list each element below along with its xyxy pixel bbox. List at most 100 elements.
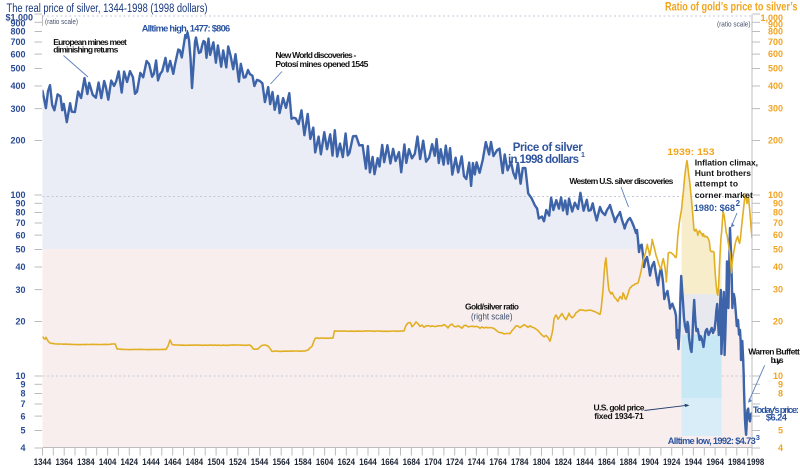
svg-text:6: 6: [20, 411, 25, 421]
svg-text:9: 9: [778, 379, 783, 389]
svg-text:30: 30: [15, 285, 25, 295]
svg-text:attempt to: attempt to: [695, 179, 738, 189]
svg-text:4: 4: [20, 443, 25, 453]
svg-text:800: 800: [10, 27, 25, 37]
svg-text:70: 70: [773, 218, 783, 228]
svg-text:200: 200: [10, 136, 25, 146]
svg-text:Inflation climax,: Inflation climax,: [695, 158, 758, 168]
svg-text:1: 1: [581, 152, 585, 159]
svg-text:10: 10: [15, 371, 25, 381]
svg-text:70: 70: [15, 218, 25, 228]
svg-text:1564: 1564: [272, 457, 290, 467]
svg-text:4: 4: [778, 443, 783, 453]
svg-text:900: 900: [768, 20, 783, 30]
svg-text:60: 60: [773, 230, 783, 240]
svg-text:5: 5: [20, 426, 25, 436]
svg-text:100: 100: [768, 190, 783, 200]
svg-text:1844: 1844: [576, 457, 594, 467]
svg-text:800: 800: [768, 27, 783, 37]
svg-text:1384: 1384: [77, 457, 95, 467]
svg-text:400: 400: [10, 81, 25, 91]
svg-text:buys: buys: [771, 355, 784, 365]
svg-text:1824: 1824: [554, 457, 572, 467]
svg-text:Alltime high, 1477: $806: Alltime high, 1477: $806: [142, 23, 231, 33]
svg-text:$6.24: $6.24: [766, 413, 788, 423]
svg-text:1998: 1998: [747, 457, 765, 467]
svg-text:20: 20: [15, 317, 25, 327]
svg-text:1444: 1444: [142, 457, 160, 467]
svg-text:1724: 1724: [446, 457, 464, 467]
svg-text:1584: 1584: [294, 457, 312, 467]
svg-text:1764: 1764: [489, 457, 507, 467]
svg-text:5: 5: [778, 426, 783, 436]
svg-text:40: 40: [15, 262, 25, 272]
svg-text:1784: 1784: [511, 457, 529, 467]
svg-text:$1,000: $1,000: [5, 12, 33, 22]
svg-text:Potosí mines opened 1545: Potosí mines opened 1545: [275, 59, 368, 69]
svg-text:U.S. gold price: U.S. gold price: [594, 403, 645, 413]
svg-text:1664: 1664: [381, 457, 399, 467]
svg-text:diminishing returns: diminishing returns: [53, 45, 118, 55]
svg-text:9: 9: [20, 380, 25, 390]
svg-text:700: 700: [768, 37, 783, 47]
svg-text:1924: 1924: [663, 457, 681, 467]
svg-text:1804: 1804: [533, 457, 551, 467]
svg-text:7: 7: [20, 399, 25, 409]
svg-text:1964: 1964: [706, 457, 724, 467]
svg-text:Warren Buffett: Warren Buffett: [748, 347, 800, 357]
svg-text:1944: 1944: [685, 457, 703, 467]
svg-text:900: 900: [10, 19, 25, 29]
svg-text:1884: 1884: [620, 457, 638, 467]
svg-text:40: 40: [773, 262, 783, 272]
svg-text:1604: 1604: [316, 457, 334, 467]
svg-text:European mines meet: European mines meet: [53, 37, 127, 47]
svg-text:50: 50: [15, 245, 25, 255]
svg-text:1939: 153: 1939: 153: [667, 147, 714, 157]
svg-text:2: 2: [736, 199, 741, 208]
svg-text:200: 200: [768, 136, 783, 146]
svg-text:1484: 1484: [186, 457, 204, 467]
svg-text:fixed 1934-71: fixed 1934-71: [594, 411, 644, 421]
svg-text:corner market: corner market: [695, 190, 753, 200]
svg-text:1980: $68: 1980: $68: [694, 203, 735, 213]
svg-text:8: 8: [20, 389, 25, 399]
svg-text:500: 500: [10, 64, 25, 74]
svg-text:1344: 1344: [34, 457, 52, 467]
svg-text:Today’s price:: Today’s price:: [753, 405, 799, 415]
svg-text:Price of silver: Price of silver: [513, 142, 584, 154]
svg-text:50: 50: [773, 245, 783, 255]
svg-text:20: 20: [773, 317, 783, 327]
svg-text:600: 600: [768, 49, 783, 59]
svg-text:1904: 1904: [641, 457, 659, 467]
svg-text:700: 700: [10, 37, 25, 47]
svg-text:1744: 1744: [468, 457, 486, 467]
svg-text:8: 8: [778, 389, 783, 399]
svg-text:New World discoveries -: New World discoveries -: [275, 50, 356, 60]
svg-text:1424: 1424: [121, 457, 139, 467]
svg-text:80: 80: [15, 208, 25, 218]
svg-text:300: 300: [768, 104, 783, 114]
svg-text:1524: 1524: [229, 457, 247, 467]
svg-text:(ratio scale): (ratio scale): [45, 19, 78, 26]
svg-text:90: 90: [773, 198, 783, 208]
svg-text:80: 80: [773, 208, 783, 218]
svg-text:3: 3: [756, 433, 760, 442]
svg-text:1464: 1464: [164, 457, 182, 467]
svg-text:300: 300: [10, 104, 25, 114]
svg-text:500: 500: [768, 64, 783, 74]
svg-text:10: 10: [773, 371, 783, 381]
svg-text:30: 30: [773, 285, 783, 295]
svg-text:400: 400: [768, 81, 783, 91]
svg-text:600: 600: [10, 49, 25, 59]
svg-text:1364: 1364: [55, 457, 73, 467]
svg-text:1984: 1984: [728, 457, 746, 467]
svg-text:1644: 1644: [359, 457, 377, 467]
svg-text:90: 90: [15, 199, 25, 209]
svg-text:1624: 1624: [338, 457, 356, 467]
svg-text:1544: 1544: [251, 457, 269, 467]
svg-text:60: 60: [15, 230, 25, 240]
svg-text:Alltime low, 1992: $4.73: Alltime low, 1992: $4.73: [668, 436, 756, 446]
svg-text:1404: 1404: [99, 457, 117, 467]
svg-text:The real price of silver, 1344: The real price of silver, 1344-1998 (199…: [7, 3, 208, 15]
svg-text:1,000: 1,000: [760, 13, 783, 23]
